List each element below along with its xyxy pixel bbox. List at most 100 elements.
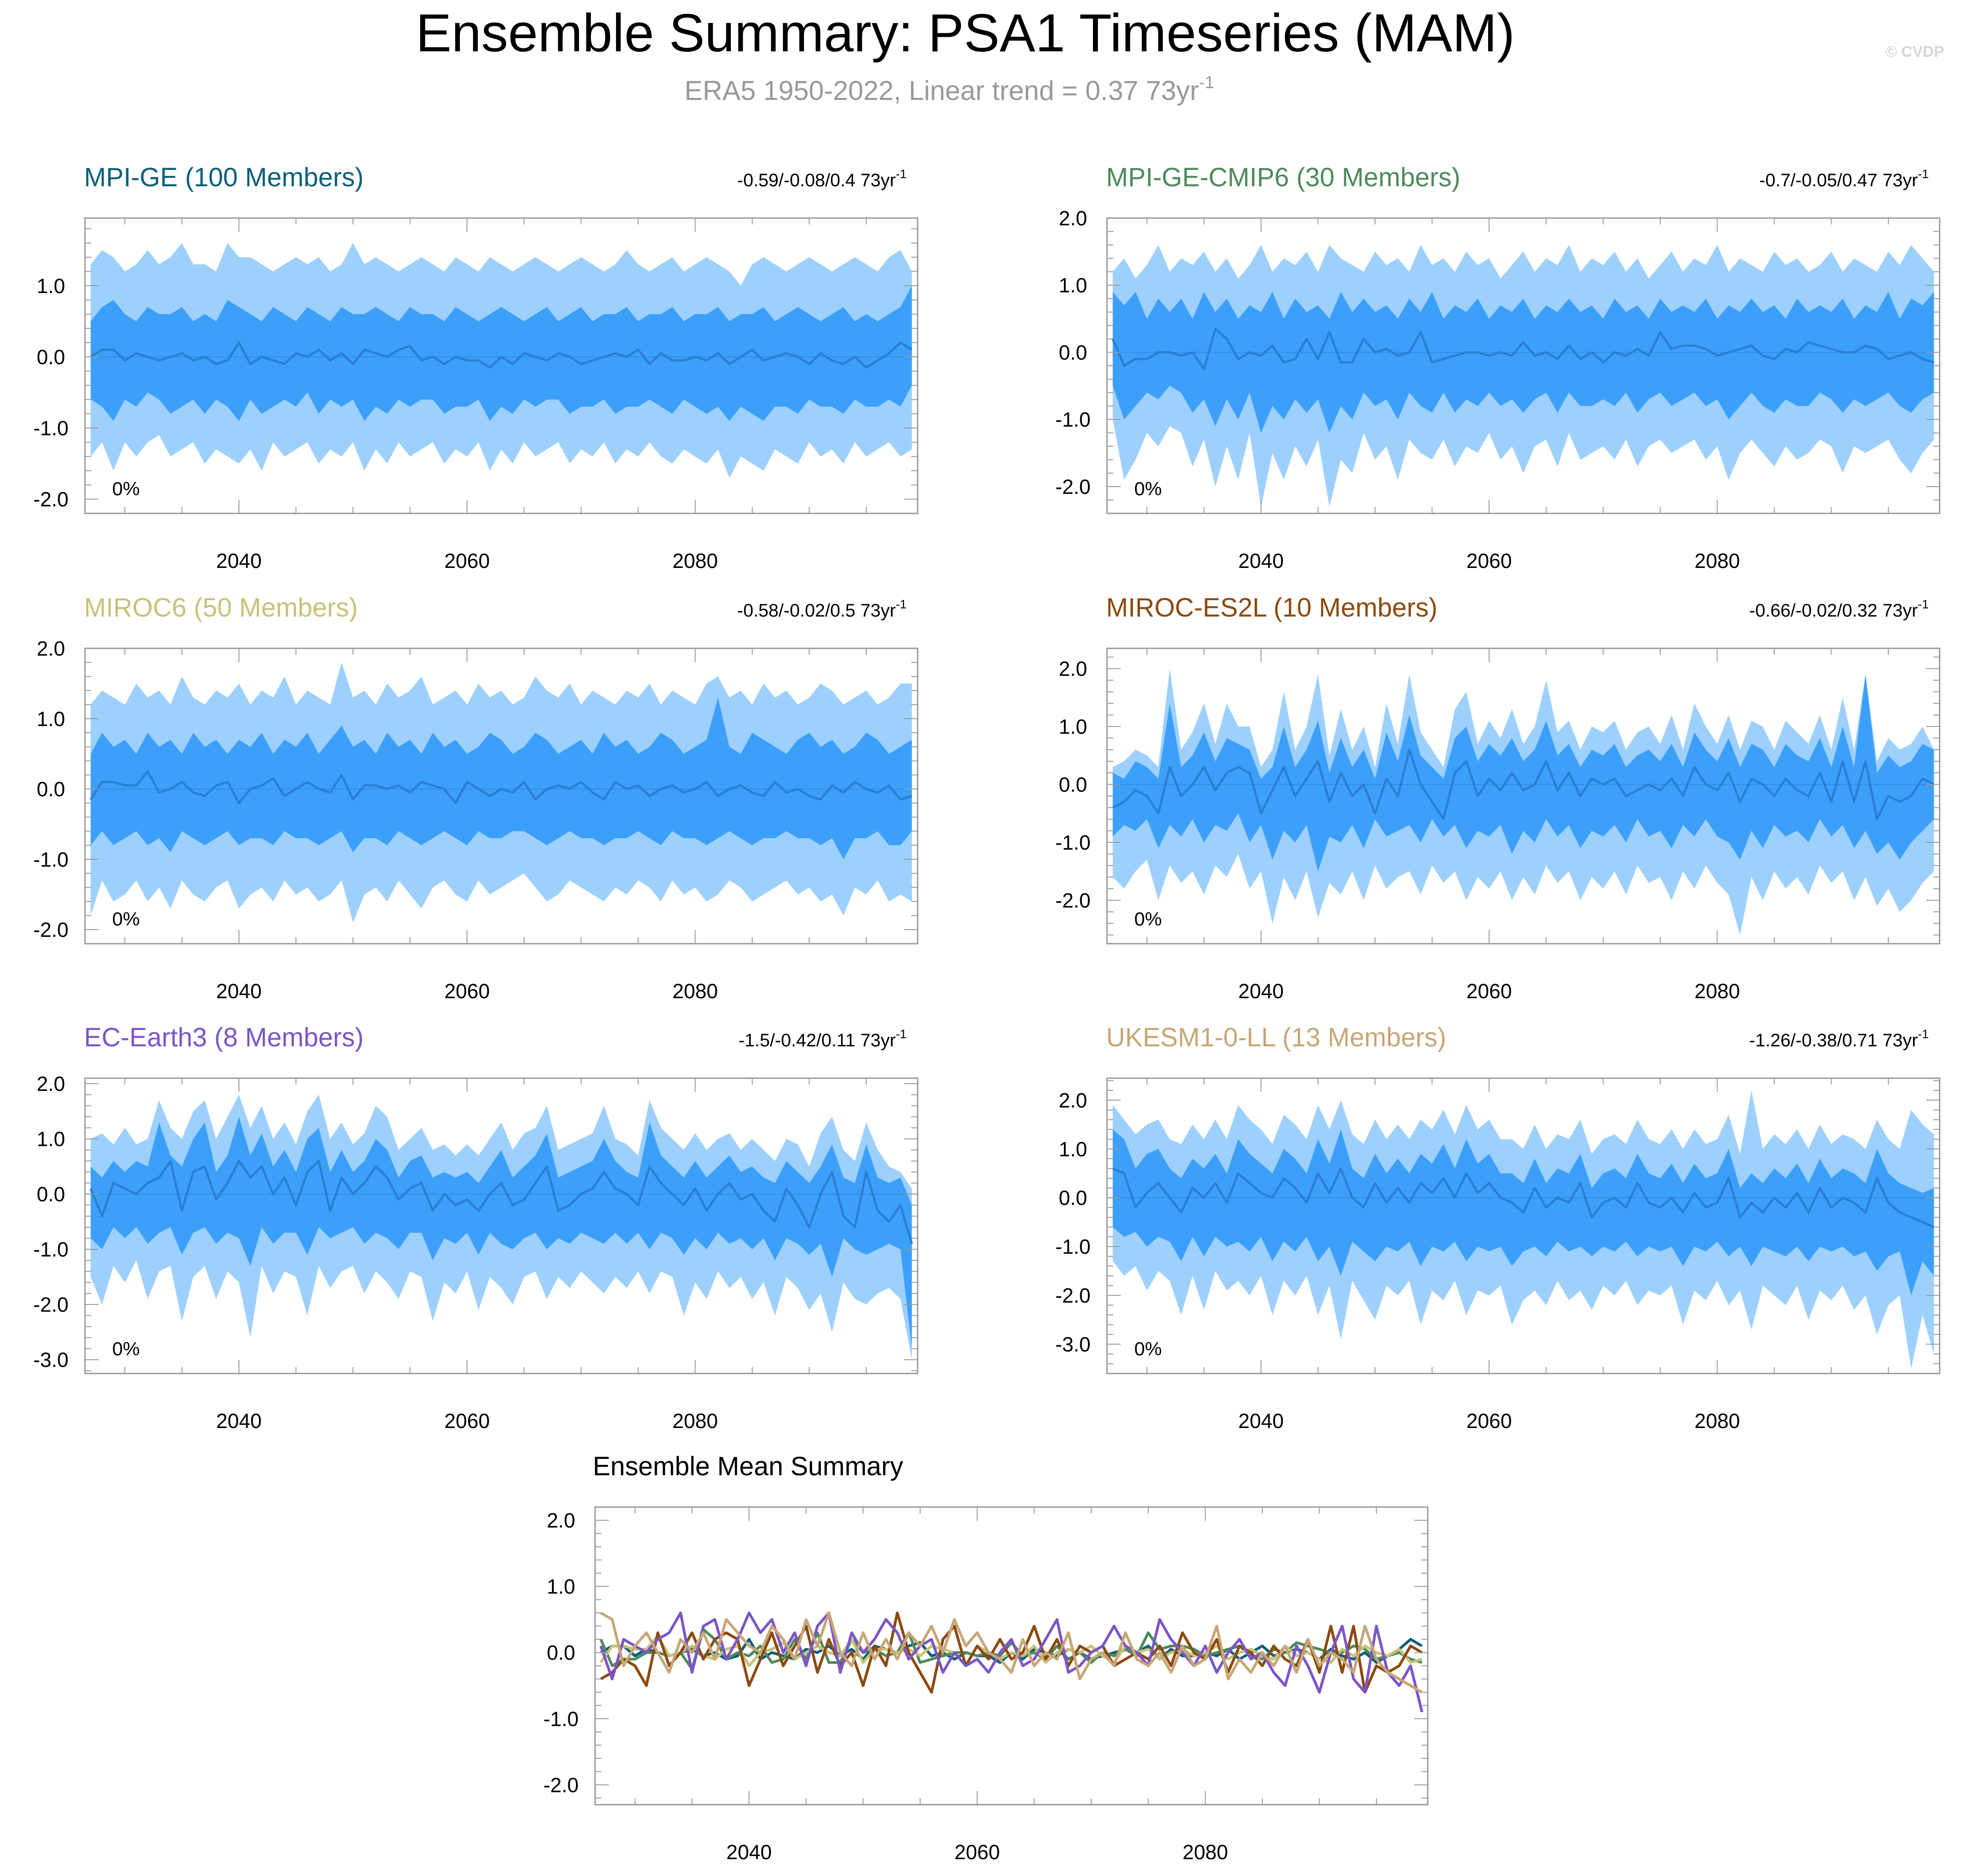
band-30-70 (1112, 292, 1934, 433)
y-tick-label: -2.0 (33, 488, 69, 511)
band-30-70 (1112, 674, 1934, 871)
y-tick-label: -1.0 (1055, 1235, 1091, 1259)
ensemble-mean-line (89, 770, 913, 804)
trend-label: -1.5/-0.42/0.11 73yr-1 (739, 1027, 907, 1050)
panel-title: MPI-GE (100 Members) (84, 163, 364, 192)
x-tick-label: 2060 (1466, 980, 1512, 1003)
trend-label: -1.26/-0.38/0.71 73yr-1 (1749, 1027, 1929, 1050)
y-tick-label: 0.0 (37, 345, 65, 368)
plot-data (1107, 668, 1940, 935)
y-tick-label: 0.0 (547, 1641, 576, 1664)
percent-label: 0% (112, 1338, 140, 1359)
trend-sup: -1 (1918, 597, 1929, 611)
trend-label: -0.59/-0.08/0.4 73yr-1 (737, 167, 907, 190)
panel-title: EC-Earth3 (8 Members) (84, 1023, 364, 1052)
y-tick-label: -1.0 (1055, 408, 1091, 431)
trend-sup: -1 (896, 597, 907, 611)
y-tick-label: 1.0 (37, 274, 65, 298)
x-tick-label: 2080 (672, 549, 718, 572)
x-tick-label: 2060 (444, 980, 490, 1003)
percent-label: 0% (112, 908, 140, 930)
x-tick-label: 2040 (1238, 980, 1284, 1003)
figure-subtitle-text: ERA5 1950-2022, Linear trend = 0.37 73yr (685, 75, 1199, 106)
watermark: © CVDP (1886, 43, 1944, 60)
x-tick-label: 2040 (726, 1841, 772, 1864)
trend-text: -0.58/-0.02/0.5 73yr (737, 601, 896, 621)
figure-subtitle-sup: -1 (1199, 73, 1214, 92)
y-tick-label: -1.0 (543, 1707, 579, 1731)
plot-data (1107, 1090, 1940, 1369)
y-tick-label: 1.0 (1059, 1138, 1087, 1161)
y-tick-label: -3.0 (1055, 1333, 1091, 1356)
panel-mpi-ge: MPI-GE (100 Members) -0.59/-0.08/0.4 73yr… (33, 163, 918, 572)
panel-miroc6: MIROC6 (50 Members) -0.58/-0.02/0.5 73yr-… (33, 593, 918, 1003)
panel-title: Ensemble Mean Summary (593, 1452, 903, 1481)
panel-title: MPI-GE-CMIP6 (30 Members) (1106, 163, 1460, 192)
x-tick-label: 2080 (1182, 1841, 1228, 1864)
x-tick-label: 2080 (672, 980, 718, 1003)
figure-title: Ensemble Summary: PSA1 Timeseries (MAM) (416, 3, 1515, 63)
x-tick-label: 2080 (672, 1409, 718, 1433)
panels: MPI-GE (100 Members) -0.59/-0.08/0.4 73yr… (33, 163, 1941, 1864)
x-tick-label: 2060 (954, 1841, 1000, 1864)
y-tick-label: -1.0 (1055, 831, 1091, 854)
panel-ukesm1-0-ll: UKESM1-0-LL (13 Members) -1.26/-0.38/0.71… (1055, 1023, 1941, 1433)
trend-sup: -1 (1918, 1027, 1929, 1041)
trend-text: -0.59/-0.08/0.4 73yr (737, 170, 896, 190)
x-tick-label: 2080 (1694, 980, 1740, 1003)
y-tick-label: 1.0 (1059, 715, 1087, 738)
plot-frame (84, 647, 918, 945)
panel-title: UKESM1-0-LL (13 Members) (1106, 1023, 1446, 1052)
figure-subtitle: ERA5 1950-2022, Linear trend = 0.37 73yr… (685, 73, 1214, 106)
trend-label: -0.66/-0.02/0.32 73yr-1 (1749, 597, 1929, 621)
x-tick-label: 2060 (444, 1409, 490, 1433)
mean-series-line-ec-earth3 (599, 1611, 1424, 1712)
y-tick-label: 2.0 (1059, 207, 1087, 230)
plot-frame (84, 217, 918, 514)
panel-ensemble-mean: Ensemble Mean Summary 2.0 1.0 0.0 -1.0 -2.0 20… (543, 1452, 1429, 1864)
y-tick-label: 0.0 (1059, 773, 1087, 796)
y-tick-label: 1.0 (37, 1128, 65, 1151)
trend-sup: -1 (896, 1027, 907, 1041)
x-tick-label: 2040 (1238, 1409, 1284, 1433)
plot-data (85, 1095, 918, 1360)
y-tick-label: 0.0 (37, 778, 65, 801)
y-tick-label: -1.0 (33, 1238, 69, 1261)
y-tick-label: -2.0 (543, 1773, 579, 1796)
x-tick-label: 2040 (216, 1409, 262, 1433)
y-tick-label: 2.0 (37, 637, 65, 660)
plot-data (85, 243, 918, 478)
plot-data (599, 1611, 1424, 1712)
percent-label: 0% (1134, 908, 1162, 930)
y-tick-label: 1.0 (37, 707, 65, 731)
y-tick-label: -1.0 (33, 417, 69, 440)
x-tick-label: 2040 (216, 549, 262, 572)
ensemble-mean-line (90, 341, 913, 369)
mean-series-line-ukesm1-0-ll (600, 1611, 1423, 1694)
panel-miroc-es2l: MIROC-ES2L (10 Members) -0.66/-0.02/0.32 … (1055, 593, 1941, 1003)
plot-frame (1106, 1077, 1941, 1374)
trend-text: -0.7/-0.05/0.47 73yr (1759, 170, 1918, 190)
panel-mpi-ge-cmip6: MPI-GE-CMIP6 (30 Members) -0.7/-0.05/0.47… (1055, 163, 1941, 572)
y-tick-label: -1.0 (33, 848, 69, 871)
ensemble-mean-line (1112, 1167, 1935, 1228)
y-tick-label: 2.0 (37, 1072, 65, 1095)
plot-data (85, 662, 918, 923)
y-tick-label: 2.0 (1059, 657, 1087, 681)
trend-label: -0.7/-0.05/0.47 73yr-1 (1759, 167, 1929, 190)
percent-label: 0% (1134, 478, 1162, 499)
y-tick-label: -2.0 (1055, 475, 1091, 498)
y-tick-label: 2.0 (1059, 1089, 1087, 1112)
trend-sup: -1 (896, 167, 907, 181)
y-tick-label: -2.0 (33, 1293, 69, 1316)
ensemble-mean-line (89, 1159, 913, 1244)
y-tick-label: -3.0 (33, 1349, 69, 1372)
panel-title: MIROC-ES2L (10 Members) (1106, 593, 1437, 622)
y-tick-label: 0.0 (1059, 1186, 1087, 1209)
y-tick-label: -2.0 (1055, 1284, 1091, 1307)
y-tick-label: 0.0 (1059, 341, 1087, 364)
y-tick-label: -2.0 (1055, 889, 1091, 912)
percent-label: 0% (112, 478, 140, 499)
band-30-70 (90, 285, 912, 421)
